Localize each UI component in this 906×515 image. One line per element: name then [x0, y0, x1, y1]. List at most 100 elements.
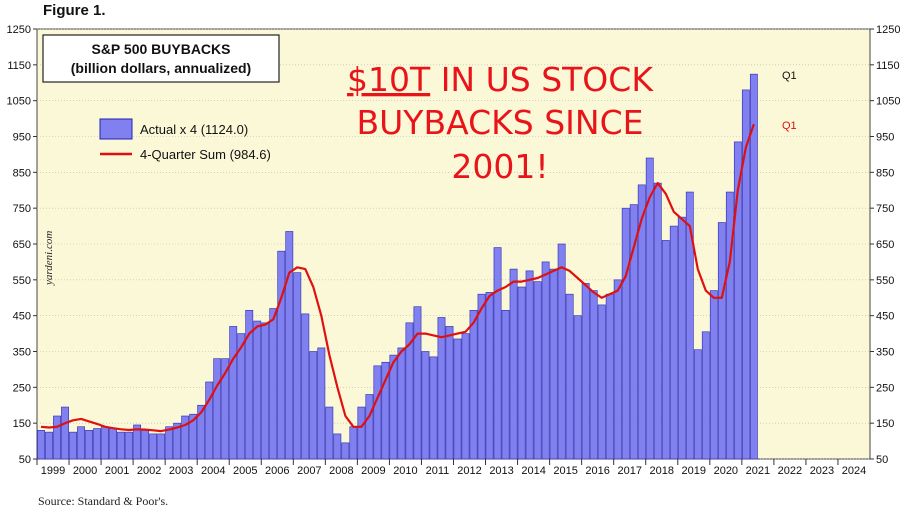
bar: [405, 322, 414, 460]
x-tick-label: 2014: [521, 465, 545, 477]
bar: [93, 428, 101, 460]
bar: [653, 182, 662, 460]
x-tick-label: 2012: [457, 465, 481, 477]
bar: [533, 281, 542, 460]
bar: [749, 73, 758, 460]
callout: $10T IN US STOCK BUYBACKS SINCE 2001!: [347, 60, 654, 186]
bar: [53, 415, 61, 460]
bar: [517, 286, 526, 460]
legend: Actual x 4 (1124.0) 4-Quarter Sum (984.6…: [99, 118, 271, 162]
y-axis-left: 50 150 250 350 450 550 650 750 850 950 1050 1150 125…: [7, 24, 37, 466]
bar: [677, 216, 686, 460]
x-tick-label: 2000: [73, 465, 97, 477]
y-tick-label-left: 650: [13, 239, 31, 251]
x-tick-label: 2016: [585, 465, 609, 477]
y-tick-label-left: 1150: [7, 60, 31, 72]
bar: [437, 317, 446, 460]
bar: [285, 231, 294, 460]
y-tick-label-left: 950: [13, 132, 31, 144]
bar: [669, 225, 678, 460]
bar: [125, 431, 134, 460]
bar: [213, 358, 222, 460]
x-tick-label: 2010: [393, 465, 417, 477]
bar: [581, 283, 590, 460]
legend-bar-swatch: [99, 118, 133, 140]
x-tick-label: 2020: [714, 465, 738, 477]
callout-amount: $10T: [347, 60, 431, 99]
bar-end-label: Q1: [782, 70, 797, 82]
bar: [429, 356, 438, 460]
bar: [189, 413, 198, 460]
bar: [45, 431, 53, 460]
bar: [381, 361, 390, 460]
bar: [101, 426, 109, 460]
bar: [85, 430, 93, 460]
bar: [709, 290, 718, 460]
bar: [469, 309, 478, 460]
bar: [605, 293, 614, 460]
bar: [565, 293, 574, 460]
bar: [389, 354, 398, 460]
x-tick-label: 2018: [650, 465, 674, 477]
bar: [253, 320, 262, 460]
line-series: [40, 123, 755, 433]
bar: [237, 333, 246, 460]
bar: [717, 222, 726, 460]
y-tick-label-left: 850: [13, 167, 31, 179]
x-tick-label: 1999: [41, 465, 65, 477]
bar: [245, 309, 254, 460]
x-tick-label: 2011: [426, 465, 450, 477]
y-tick-label-right: 1250: [876, 24, 900, 36]
y-tick-label-right: 1050: [876, 96, 900, 108]
x-tick-label: 2015: [553, 465, 577, 477]
y-tick-label-left: 1250: [7, 24, 31, 36]
bar: [141, 430, 150, 460]
x-tick-label: 2024: [842, 465, 866, 477]
x-tick-label: 2004: [201, 465, 225, 477]
bar: [621, 207, 630, 460]
bar: [157, 433, 166, 460]
bar: [501, 309, 510, 460]
bar: [597, 304, 606, 460]
bar: [37, 430, 45, 460]
bar: [525, 270, 534, 460]
bar: [557, 243, 566, 460]
bar: [349, 426, 358, 460]
legend-bar-label: Actual x 4 (1124.0): [140, 122, 248, 137]
x-tick-label: 2021: [746, 465, 770, 477]
x-tick-label: 2019: [682, 465, 706, 477]
x-tick-label: 2023: [810, 465, 834, 477]
bar: [613, 279, 622, 460]
y-tick-label-right: 150: [876, 418, 894, 430]
bar: [261, 322, 270, 460]
bar: [173, 422, 182, 460]
y-tick-label-right: 750: [876, 203, 894, 215]
bar: [133, 424, 142, 460]
y-tick-label-left: 550: [13, 275, 31, 287]
bar: [229, 326, 238, 460]
y-tick-label-left: 1050: [7, 96, 31, 108]
title-box: S&P 500 BUYBACKS (billion dollars, annua…: [42, 34, 280, 83]
x-tick-label: 2002: [137, 465, 161, 477]
y-tick-label-left: 450: [13, 311, 31, 323]
x-tick-label: 2013: [489, 465, 513, 477]
bar: [221, 358, 230, 460]
figure-label: Figure 1.: [43, 2, 106, 19]
bar-series: [37, 73, 758, 460]
y-tick-label-left: 150: [13, 418, 31, 430]
y-tick-label-right: 450: [876, 311, 894, 323]
four-quarter-sum-line: [40, 123, 755, 433]
bar: [685, 191, 694, 460]
bar: [701, 331, 710, 460]
bar: [413, 306, 422, 460]
y-tick-label-left: 350: [13, 347, 31, 359]
chart-subtitle: (billion dollars, annualized): [71, 60, 251, 76]
bar: [733, 141, 742, 460]
bar: [661, 240, 670, 460]
callout-line1: $10T IN US STOCK: [347, 60, 654, 99]
x-tick-label: 2022: [778, 465, 802, 477]
x-tick-label: 2009: [361, 465, 385, 477]
bar: [205, 381, 214, 460]
bar: [269, 308, 278, 460]
x-tick-label: 2006: [265, 465, 289, 477]
